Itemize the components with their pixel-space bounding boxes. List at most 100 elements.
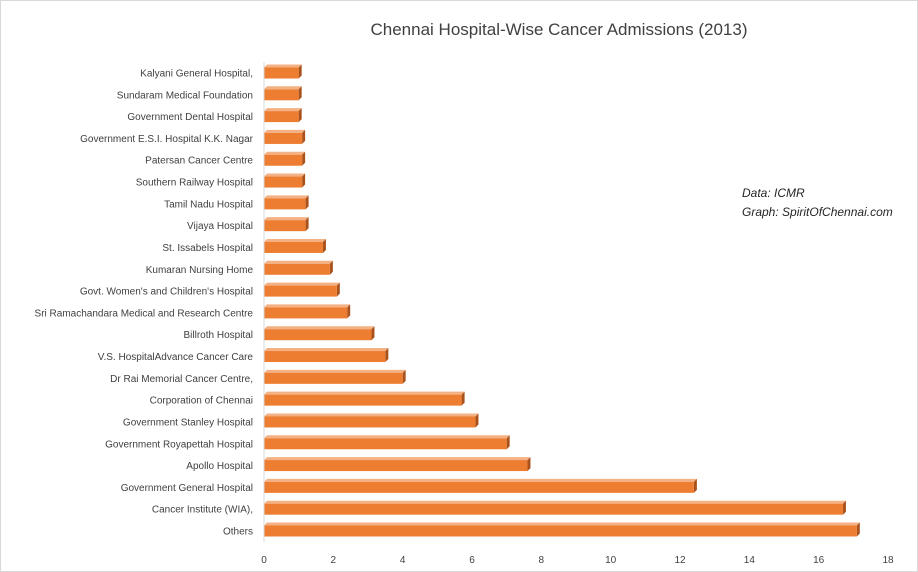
bar [264,416,476,428]
x-tick-label: 8 [539,555,545,566]
bar-side-face [302,129,306,144]
source-graph-line: Graph: SpiritOfChennai.com [742,205,893,219]
bar-side-face [856,522,860,537]
bars-group [264,64,860,537]
bar [264,67,299,79]
category-label: Southern Railway Hospital [136,178,253,189]
category-label: Apollo Hospital [186,461,253,472]
source-data-line: Data: ICMR [742,186,805,200]
category-label: Tamil Nadu Hospital [164,199,253,210]
category-label: Sundaram Medical Foundation [117,90,253,101]
category-label: Sri Ramachandara Medical and Research Ce… [35,308,254,319]
bar-top-face [264,195,309,199]
bar [264,220,306,232]
bar-side-face [385,348,389,363]
category-label: Government General Hospital [121,483,253,494]
category-label: Govt. Women's and Children's Hospital [80,287,253,298]
bar-side-face [475,413,479,428]
bar-top-face [264,64,302,68]
bar [264,525,857,537]
x-tick-label: 0 [261,555,267,566]
bar-top-face [264,478,697,482]
bar-top-face [264,173,306,177]
category-label: Government Dental Hospital [127,112,253,123]
category-label: Kalyani General Hospital, [140,69,253,80]
bar-top-face [264,348,389,352]
x-tick-label: 4 [400,555,406,566]
bar-side-face [693,478,697,493]
bar [264,263,330,275]
bar-top-face [264,151,306,155]
bar-top-face [264,108,302,112]
bar-side-face [461,391,465,406]
category-label: Kumaran Nursing Home [146,265,254,276]
bar [264,503,843,515]
bar [264,241,323,253]
x-tick-label: 10 [605,555,617,566]
bar-top-face [264,260,333,264]
bar-side-face [402,369,406,384]
x-tick-label: 6 [469,555,475,566]
bar [264,394,462,406]
x-tick-label: 18 [882,555,894,566]
bar-top-face [264,369,406,373]
bar-side-face [336,282,340,297]
bar [264,285,337,297]
bar-side-face [329,260,333,275]
category-label: Cancer Institute (WIA), [152,505,253,516]
bar [264,481,694,493]
bar-top-face [264,522,860,526]
bar-side-face [322,238,326,253]
bar-top-face [264,282,340,286]
bar-side-face [527,457,531,472]
bar-side-face [506,435,510,450]
bar-top-face [264,129,306,133]
chart-title: Chennai Hospital-Wise Cancer Admissions … [370,20,748,39]
bar-side-face [298,64,302,79]
bar [264,329,372,341]
bar-top-face [264,500,846,504]
category-labels: Kalyani General Hospital, Sundaram Medica… [35,69,254,538]
bar-top-face [264,413,479,417]
category-label: Government E.S.I. Hospital K.K. Nagar [80,134,254,145]
bar [264,460,528,472]
bar-side-face [298,108,302,123]
bar-side-face [298,86,302,101]
bar [264,111,299,123]
bar-top-face [264,391,465,395]
category-label: Patersan Cancer Centre [145,156,253,167]
bar [264,372,403,384]
category-label: Billroth Hospital [184,330,253,341]
x-tick-label: 14 [744,555,756,566]
bar [264,176,303,188]
x-tick-label: 2 [331,555,337,566]
bar [264,307,348,319]
category-label: Corporation of Chennai [150,396,253,407]
bar-side-face [305,195,309,210]
bar-top-face [264,304,351,308]
bar [264,154,303,166]
bar-top-face [264,217,309,221]
category-label: Government Royapettah Hospital [105,439,253,450]
bar-side-face [302,151,306,166]
category-label: Dr Rai Memorial Cancer Centre, [110,374,253,385]
category-label: Others [223,527,253,538]
bar [264,351,386,363]
x-tick-labels: 0 2 4 6 8 10 12 14 16 18 [261,555,894,566]
bar [264,438,507,450]
bar-top-face [264,238,326,242]
bar [264,89,299,101]
category-label: St. Issabels Hospital [162,243,253,254]
source-note: Data: ICMR Graph: SpiritOfChennai.com [742,184,893,222]
bar-side-face [347,304,351,319]
category-label: Government Stanley Hospital [123,417,253,428]
bar-top-face [264,435,510,439]
bar-side-face [842,500,846,515]
category-label: V.S. HospitalAdvance Cancer Care [98,352,254,363]
bar-side-face [302,173,306,188]
bar-top-face [264,86,302,90]
bar-top-face [264,457,531,461]
x-tick-label: 16 [813,555,825,566]
